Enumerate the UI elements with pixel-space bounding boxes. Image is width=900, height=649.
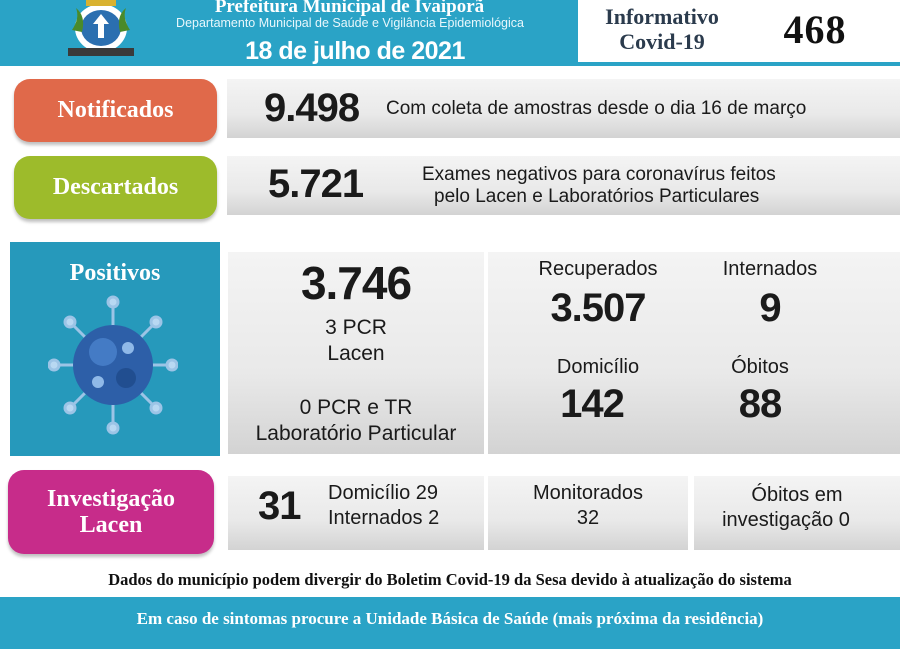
footer-text: Em caso de sintomas procure a Unidade Bá… <box>136 609 764 628</box>
internados-value: 9 <box>759 286 781 330</box>
department-subtitle: Departamento Municipal de Saúde e Vigilâ… <box>176 16 524 30</box>
municipal-seal-icon <box>68 0 134 56</box>
positivos-value: 3.746 <box>300 257 412 309</box>
descartados-description-line1: Exames negativos para coronavírus feitos <box>422 164 776 185</box>
monitorados-label: Monitorados <box>532 482 644 504</box>
obitos-label: Óbitos <box>731 356 789 378</box>
lacen-label: Lacen <box>327 342 385 365</box>
investigacao-domicilio: Domicílio 29 <box>328 482 439 504</box>
descartados-panel <box>227 156 900 215</box>
descartados-badge: Descartados <box>14 156 217 219</box>
footer-banner: Em caso de sintomas procure a Unidade Bá… <box>0 597 900 649</box>
descartados-description-line2: pelo Lacen e Laboratórios Particulares <box>434 186 760 207</box>
investigacao-label-line1: Investigação <box>47 486 175 512</box>
notificados-badge: Notificados <box>14 79 217 142</box>
investigacao-label-line2: Lacen <box>79 512 143 538</box>
report-date: 18 de julho de 2021 <box>245 37 465 65</box>
virus-icon <box>48 295 178 435</box>
obitos-investigacao-line1: Óbitos em <box>751 484 843 506</box>
obitos-investigacao-line2: investigação 0 <box>722 509 850 531</box>
investigacao-badge: Investigação Lacen <box>8 470 214 554</box>
lacen-count: 3 PCR <box>325 316 387 339</box>
obitos-investigacao-panel <box>694 476 900 550</box>
domicilio-label: Domicílio <box>556 356 640 378</box>
descartados-value: 5.721 <box>268 162 364 206</box>
informativo-label: Informativo <box>605 4 719 29</box>
domicilio-value: 142 <box>560 382 625 426</box>
notificados-description: Com coleta de amostras desde o dia 16 de… <box>386 98 807 119</box>
notificados-value: 9.498 <box>264 86 360 130</box>
obitos-value: 88 <box>738 382 783 426</box>
prefecture-title: Prefeitura Municipal de Ivaiporã <box>214 0 485 17</box>
particular-count: 0 PCR e TR <box>299 396 413 419</box>
investigacao-total-panel <box>228 476 484 550</box>
monitorados-value: 32 <box>576 507 600 529</box>
internados-label: Internados <box>722 258 818 280</box>
positivos-label: Positivos <box>69 260 161 286</box>
monitorados-panel <box>488 476 688 550</box>
recuperados-label: Recuperados <box>538 258 658 280</box>
notificados-panel <box>227 79 900 138</box>
positivos-total-panel <box>228 252 484 454</box>
investigacao-internados: Internados 2 <box>328 507 440 529</box>
disclaimer-text: Dados do município podem divergir do Bol… <box>108 570 792 589</box>
positivos-breakdown-panel <box>488 252 900 454</box>
recuperados-value: 3.507 <box>550 286 646 330</box>
particular-label: Laboratório Particular <box>255 422 457 445</box>
informativo-box: Informativo Covid-19 468 <box>578 0 900 62</box>
investigacao-value: 31 <box>258 484 301 528</box>
covid-label: Covid-19 <box>619 29 705 54</box>
edition-number: 468 <box>783 7 847 52</box>
header-banner: Prefeitura Municipal de Ivaiporã Departa… <box>0 0 900 66</box>
